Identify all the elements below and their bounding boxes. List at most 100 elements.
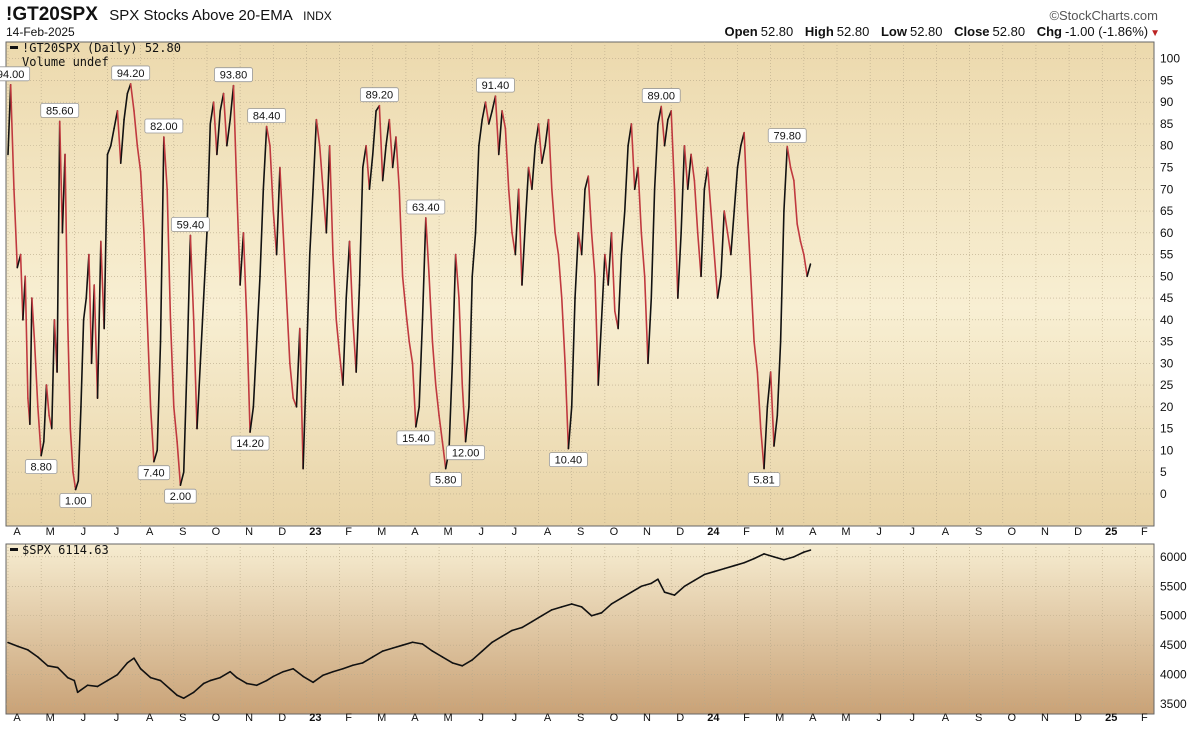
series-segment-gt20-101 — [318, 144, 324, 191]
series-segment-gt20-14 — [43, 384, 48, 443]
annotation-box-0 — [0, 66, 31, 82]
series-segment-gt20-55 — [166, 188, 172, 321]
series-segment-gt20-238 — [773, 414, 779, 447]
series-segment-spx-41 — [371, 650, 384, 658]
panel-spx: 3500 4000 4500 5000 5500 6000 A M J J A S O N D 23 F M A M J… — [5, 543, 1187, 724]
x-tick-label-spx-2: J — [81, 712, 87, 724]
series-segment-gt20-5 — [19, 253, 24, 321]
open-value: 52.80 — [760, 24, 794, 39]
series-segment-gt20-192 — [620, 210, 626, 256]
series-segment-gt20-166 — [534, 123, 540, 147]
series-segment-spx-45 — [411, 641, 424, 645]
x-tick-label-gt20-21: 24 — [707, 526, 720, 538]
x-tick-label-spx-19: N — [643, 712, 651, 724]
chevron-down-icon[interactable]: ▼ — [1150, 28, 1160, 39]
series-segment-gt20-31 — [88, 253, 93, 365]
series-segment-gt20-95 — [299, 327, 304, 470]
series-segment-gt20-40 — [116, 110, 122, 164]
y-tick-label-gt20-16: 80 — [1160, 139, 1174, 153]
series-segment-gt20-3 — [13, 188, 19, 269]
series-segment-gt20-58 — [176, 440, 182, 486]
symbol-name: SPX Stocks Above 20-EMA — [109, 7, 293, 24]
x-tick-label-spx-11: M — [377, 712, 386, 724]
series-segment-gt20-78 — [242, 231, 248, 321]
series-segment-gt20-110 — [348, 240, 354, 321]
series-segment-gt20-232 — [753, 340, 759, 373]
line-panel-bg-spx — [5, 543, 1155, 715]
series-segment-gt20-42 — [123, 92, 129, 121]
series-segment-gt20-178 — [574, 231, 580, 299]
series-segment-spx-51 — [471, 650, 483, 661]
annotation-box-3 — [59, 493, 92, 508]
x-tick-label-spx-14: J — [478, 712, 484, 724]
series-segment-gt20-219 — [710, 210, 716, 256]
y-tick-label-gt20-10: 50 — [1160, 269, 1174, 283]
annotation-label-2: 85.60 — [46, 105, 74, 117]
series-segment-gt20-241 — [783, 145, 789, 212]
brand-logo[interactable]: ©StockCharts.com — [1049, 8, 1158, 23]
series-segment-spx-4 — [37, 656, 49, 667]
annotation-label-7: 2.00 — [170, 491, 191, 503]
x-tick-label-gt20-12: A — [411, 526, 419, 538]
series-segment-spx-29 — [255, 679, 268, 687]
series-segment-gt20-61 — [186, 234, 192, 365]
series-segment-gt20-130 — [415, 406, 420, 428]
x-tick-label-spx-4: A — [146, 712, 154, 724]
series-segment-spx-80 — [753, 553, 765, 560]
series-segment-gt20-123 — [391, 136, 397, 169]
series-segment-spx-60 — [560, 603, 573, 608]
series-segment-gt20-126 — [401, 275, 407, 312]
low-label: Low — [880, 24, 907, 39]
series-segment-gt20-214 — [693, 179, 699, 234]
series-segment-gt20-197 — [637, 166, 643, 234]
annotation-box-7 — [164, 488, 197, 504]
series-segment-gt20-191 — [617, 253, 623, 330]
x-tick-label-gt20-33: 25 — [1105, 526, 1117, 538]
series-segment-gt20-24 — [69, 427, 74, 473]
series-segment-gt20-112 — [355, 284, 361, 373]
series-segment-spx-12 — [106, 673, 119, 682]
series-segment-gt20-209 — [677, 231, 682, 299]
panel-breadth: 0 5 10 15 20 25 30 35 40 45 50 55 60 65 70 75 80 85 90 95 10… — [0, 41, 1180, 538]
series-segment-spx-3 — [27, 649, 39, 658]
series-segment-spx-5 — [46, 665, 59, 669]
y-tick-label-gt20-18: 90 — [1160, 95, 1174, 109]
series-segment-gt20-165 — [531, 144, 537, 191]
series-segment-gt20-69 — [212, 101, 218, 156]
x-tick-label-spx-29: S — [975, 712, 982, 724]
series-segment-gt20-226 — [733, 166, 739, 212]
y-tick-label-gt20-9: 45 — [1160, 291, 1174, 305]
series-segment-spx-49 — [451, 662, 464, 667]
series-segment-gt20-37 — [106, 144, 112, 156]
series-segment-gt20-70 — [216, 110, 222, 156]
series-segment-gt20-64 — [196, 362, 202, 430]
annotation-box-11 — [247, 108, 287, 123]
series-segment-gt20-67 — [206, 123, 212, 234]
series-segment-spx-6 — [56, 666, 69, 679]
chart-date: 14-Feb-2025 — [6, 25, 75, 39]
x-tick-label-spx-26: J — [876, 712, 882, 724]
series-segment-spx-26 — [229, 670, 238, 679]
x-tick-label-spx-34: F — [1141, 712, 1148, 724]
annotation-box-20 — [747, 472, 781, 488]
series-segment-gt20-195 — [630, 123, 636, 191]
annotation-label-20: 5.81 — [753, 475, 774, 487]
series-segment-gt20-242 — [786, 145, 792, 169]
x-tick-label-spx-16: A — [544, 712, 552, 724]
legend-swatch-gt20 — [10, 46, 18, 49]
series-segment-gt20-108 — [342, 297, 348, 386]
series-segment-gt20-177 — [570, 297, 576, 408]
x-tick-label-gt20-25: M — [841, 526, 850, 538]
series-segment-gt20-51 — [153, 449, 159, 463]
series-segment-gt20-9 — [29, 297, 33, 426]
series-segment-gt20-202 — [653, 123, 659, 191]
series-segment-spx-33 — [292, 667, 304, 678]
annotation-box-5 — [137, 465, 171, 481]
series-segment-spx-20 — [176, 694, 185, 700]
series-segment-spx-28 — [245, 682, 258, 687]
series-segment-gt20-175 — [564, 362, 570, 450]
legend-text-gt20: !GT20SPX (Daily) 52.80 — [22, 41, 181, 55]
series-segment-gt20-223 — [723, 210, 729, 234]
series-segment-spx-52 — [481, 641, 493, 652]
